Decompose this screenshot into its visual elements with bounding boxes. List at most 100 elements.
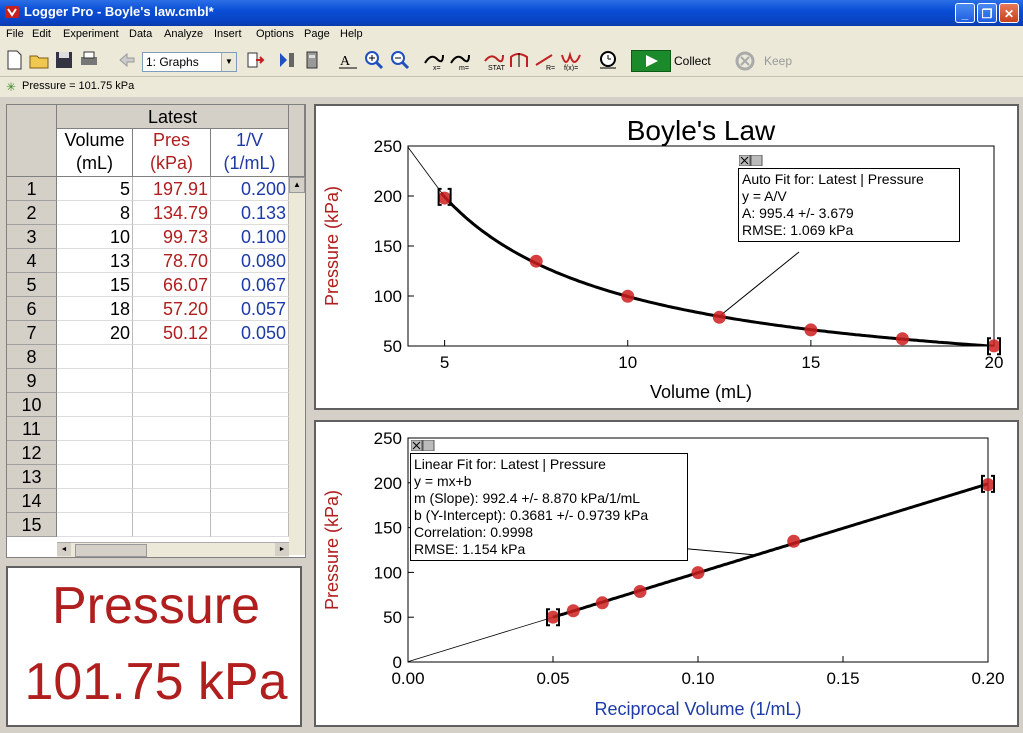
table-cell[interactable]: 0.067 (211, 273, 289, 297)
linear-fit-icon[interactable]: R= (534, 49, 556, 72)
row-number[interactable]: 10 (7, 393, 57, 417)
table-cell[interactable]: 99.73 (133, 225, 211, 249)
row-number[interactable]: 2 (7, 201, 57, 225)
collect-button[interactable] (631, 50, 671, 72)
table-cell[interactable]: 18 (57, 297, 133, 321)
scroll-up-icon[interactable]: ▲ (289, 177, 305, 193)
table-cell[interactable] (57, 369, 133, 393)
row-number[interactable]: 5 (7, 273, 57, 297)
table-cell[interactable] (57, 513, 133, 537)
column-header[interactable]: 1/V (1/mL) (211, 129, 289, 177)
table-cell[interactable] (57, 417, 133, 441)
title-bar[interactable]: Logger Pro - Boyle's law.cmbl* _ ❐ ✕ (0, 0, 1023, 26)
digital-meter[interactable]: Pressure 101.75 kPa (6, 566, 302, 727)
table-cell[interactable] (133, 489, 211, 513)
zoom-in-icon[interactable] (363, 49, 385, 71)
table-cell[interactable]: 0.100 (211, 225, 289, 249)
table-cell[interactable] (57, 489, 133, 513)
graph-volume-pressure[interactable]: 50 100 150 200 250 5 10 15 20 Pressure (kPa) Volum… (314, 104, 1019, 410)
tangent-icon[interactable]: m= (449, 49, 471, 72)
table-cell[interactable] (133, 417, 211, 441)
table-cell[interactable] (57, 345, 133, 369)
previous-page-icon[interactable] (116, 49, 138, 71)
table-cell[interactable]: 5 (57, 177, 133, 201)
table-cell[interactable]: 50.12 (133, 321, 211, 345)
menu-help[interactable]: Help (340, 28, 363, 40)
save-icon[interactable] (53, 49, 75, 71)
scroll-left-icon[interactable]: ◄ (57, 543, 71, 556)
menu-analyze[interactable]: Analyze (164, 28, 204, 40)
linear-fit-box[interactable]: Linear Fit for: Latest | Pressure y = mx… (410, 440, 688, 561)
open-folder-icon[interactable] (28, 49, 50, 71)
table-cell[interactable]: 0.133 (211, 201, 289, 225)
table-cell[interactable] (133, 369, 211, 393)
keep-label[interactable]: Keep (764, 54, 793, 68)
data-collection-clock-icon[interactable] (597, 49, 619, 71)
menu-options[interactable]: Options (256, 28, 294, 40)
vertical-scrollbar[interactable]: ▲ (289, 177, 305, 555)
table-cell[interactable]: 15 (57, 273, 133, 297)
row-number[interactable]: 7 (7, 321, 57, 345)
sensor-icon[interactable]: ✳ (6, 80, 17, 94)
row-number[interactable]: 9 (7, 369, 57, 393)
row-number[interactable]: 1 (7, 177, 57, 201)
volume-pressure-plot[interactable]: 50 100 150 200 250 5 10 15 20 Pressure (kPa) Volum… (316, 106, 1017, 408)
row-number[interactable]: 14 (7, 489, 57, 513)
minimize-button[interactable]: _ (955, 3, 975, 23)
menu-experiment[interactable]: Experiment (63, 28, 119, 40)
table-cell[interactable]: 197.91 (133, 177, 211, 201)
table-cell[interactable]: 0.200 (211, 177, 289, 201)
fit-box-close-icon[interactable] (739, 155, 763, 166)
table-cell[interactable]: 0.057 (211, 297, 289, 321)
reciprocal-volume-pressure-plot[interactable]: 0 50 100 150 200 250 0.00 0.05 0.10 0.15 0.20 Press… (316, 422, 1017, 725)
data-browser-icon[interactable] (276, 49, 298, 71)
table-cell[interactable] (57, 441, 133, 465)
new-file-icon[interactable] (3, 49, 25, 71)
table-cell[interactable]: 13 (57, 249, 133, 273)
table-cell[interactable] (133, 345, 211, 369)
next-page-icon[interactable] (245, 49, 267, 71)
page-selector[interactable]: 1: Graphs ▼ (142, 52, 237, 72)
data-set-header[interactable]: Latest (57, 105, 289, 129)
meter-strip-readout[interactable]: Pressure = 101.75 kPa (22, 80, 135, 92)
menu-edit[interactable]: Edit (32, 28, 51, 40)
chevron-down-icon[interactable]: ▼ (221, 53, 236, 71)
row-number[interactable]: 3 (7, 225, 57, 249)
table-cell[interactable] (57, 465, 133, 489)
table-cell[interactable] (211, 465, 289, 489)
table-cell[interactable] (57, 393, 133, 417)
table-cell[interactable] (211, 489, 289, 513)
horizontal-scrollbar[interactable]: ◄ ► (57, 542, 289, 557)
collect-label[interactable]: Collect (674, 54, 711, 68)
table-cell[interactable] (211, 369, 289, 393)
table-cell[interactable] (211, 345, 289, 369)
auto-fit-box[interactable]: Auto Fit for: Latest | Pressure y = A/V … (738, 155, 960, 242)
row-number[interactable]: 6 (7, 297, 57, 321)
data-table[interactable]: Latest Volume (mL) Pres (kPa) 1/V (1/mL) 1 5 19… (6, 104, 306, 558)
row-number[interactable]: 15 (7, 513, 57, 537)
table-cell[interactable] (211, 393, 289, 417)
table-cell[interactable]: 66.07 (133, 273, 211, 297)
table-cell[interactable]: 78.70 (133, 249, 211, 273)
table-cell[interactable]: 134.79 (133, 201, 211, 225)
table-cell[interactable]: 8 (57, 201, 133, 225)
table-cell[interactable]: 0.050 (211, 321, 289, 345)
table-cell[interactable] (133, 465, 211, 489)
statistics-icon[interactable]: STAT (483, 49, 506, 72)
table-cell[interactable] (133, 393, 211, 417)
close-button[interactable]: ✕ (999, 3, 1019, 23)
scroll-right-icon[interactable]: ► (275, 543, 289, 556)
examine-icon[interactable]: x= (423, 49, 445, 72)
autoscale-icon[interactable]: A (337, 49, 359, 71)
graph-reciprocal-volume-pressure[interactable]: 0 50 100 150 200 250 0.00 0.05 0.10 0.15 0.20 Press… (314, 420, 1019, 727)
print-icon[interactable] (78, 49, 100, 71)
row-number[interactable]: 8 (7, 345, 57, 369)
row-number[interactable]: 12 (7, 441, 57, 465)
row-number[interactable]: 13 (7, 465, 57, 489)
menu-data[interactable]: Data (129, 28, 153, 40)
menu-insert[interactable]: Insert (214, 28, 242, 40)
table-cell[interactable]: 57.20 (133, 297, 211, 321)
menu-page[interactable]: Page (304, 28, 330, 40)
lab-interface-icon[interactable] (301, 49, 323, 71)
table-cell[interactable]: 10 (57, 225, 133, 249)
